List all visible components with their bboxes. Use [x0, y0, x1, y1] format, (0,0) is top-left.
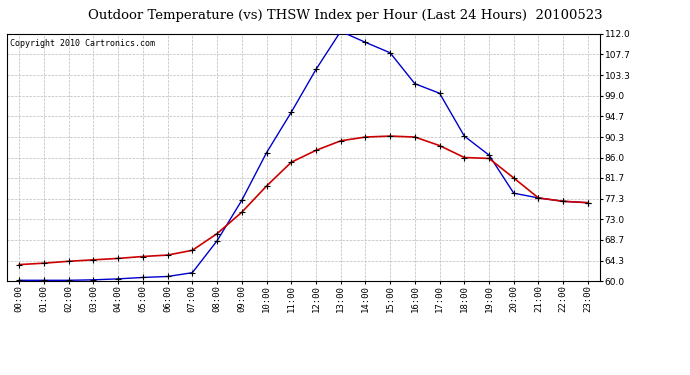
- Text: Outdoor Temperature (vs) THSW Index per Hour (Last 24 Hours)  20100523: Outdoor Temperature (vs) THSW Index per …: [88, 9, 602, 22]
- Text: Copyright 2010 Cartronics.com: Copyright 2010 Cartronics.com: [10, 39, 155, 48]
